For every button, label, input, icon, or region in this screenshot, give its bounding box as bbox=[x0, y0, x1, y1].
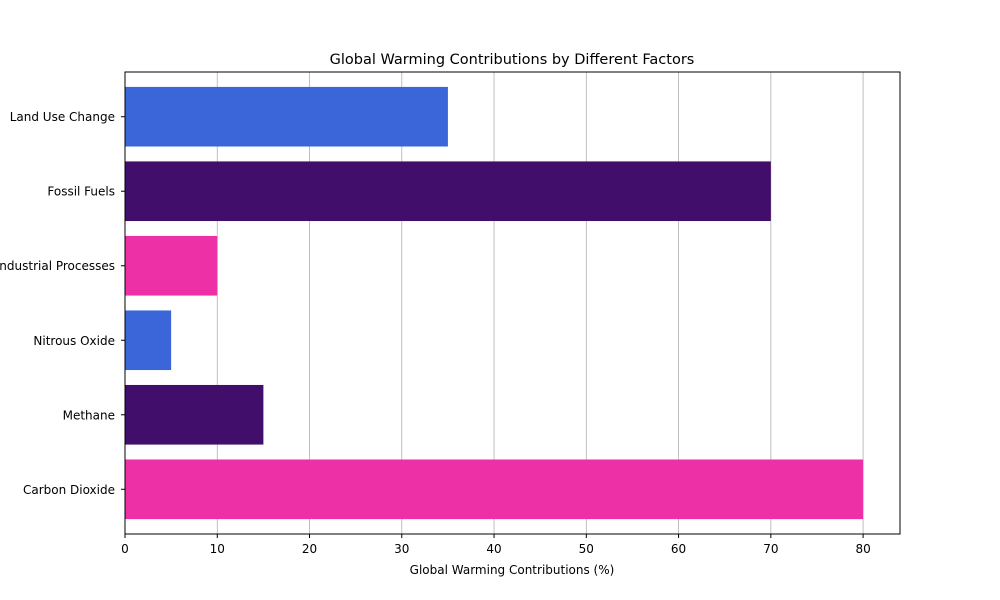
bars bbox=[125, 86, 864, 520]
x-tick-label: 30 bbox=[394, 542, 409, 556]
x-axis-label: Global Warming Contributions (%) bbox=[410, 563, 615, 577]
bar bbox=[125, 310, 172, 371]
x-tick-label: 20 bbox=[302, 542, 317, 556]
x-tick-label: 0 bbox=[121, 542, 129, 556]
x-tick-label: 70 bbox=[763, 542, 778, 556]
y-tick-label: Fossil Fuels bbox=[47, 185, 115, 199]
y-tick-label: Carbon Dioxide bbox=[23, 483, 115, 497]
x-tick-label: 40 bbox=[486, 542, 501, 556]
chart-title: Global Warming Contributions by Differen… bbox=[330, 52, 695, 68]
y-tick-label: Nitrous Oxide bbox=[33, 334, 115, 348]
y-tick-label: Methane bbox=[63, 408, 115, 422]
bar bbox=[125, 459, 864, 520]
bar bbox=[125, 235, 218, 296]
y-tick-label: Industrial Processes bbox=[0, 259, 115, 273]
x-tick-label: 80 bbox=[855, 542, 870, 556]
x-tick-label: 50 bbox=[579, 542, 594, 556]
x-axis-ticks: 0 10 20 30 40 50 60 70 80 bbox=[121, 534, 871, 556]
y-axis-ticks: Carbon Dioxide Methane Nitrous Oxide Indust… bbox=[0, 110, 125, 497]
x-tick-label: 10 bbox=[210, 542, 225, 556]
grid-lines bbox=[124, 72, 864, 534]
x-tick-label: 60 bbox=[671, 542, 686, 556]
plot-frame bbox=[124, 71, 901, 535]
y-tick-label: Land Use Change bbox=[10, 110, 115, 124]
bar bbox=[125, 86, 448, 147]
bar bbox=[125, 384, 264, 445]
bar bbox=[125, 161, 771, 222]
